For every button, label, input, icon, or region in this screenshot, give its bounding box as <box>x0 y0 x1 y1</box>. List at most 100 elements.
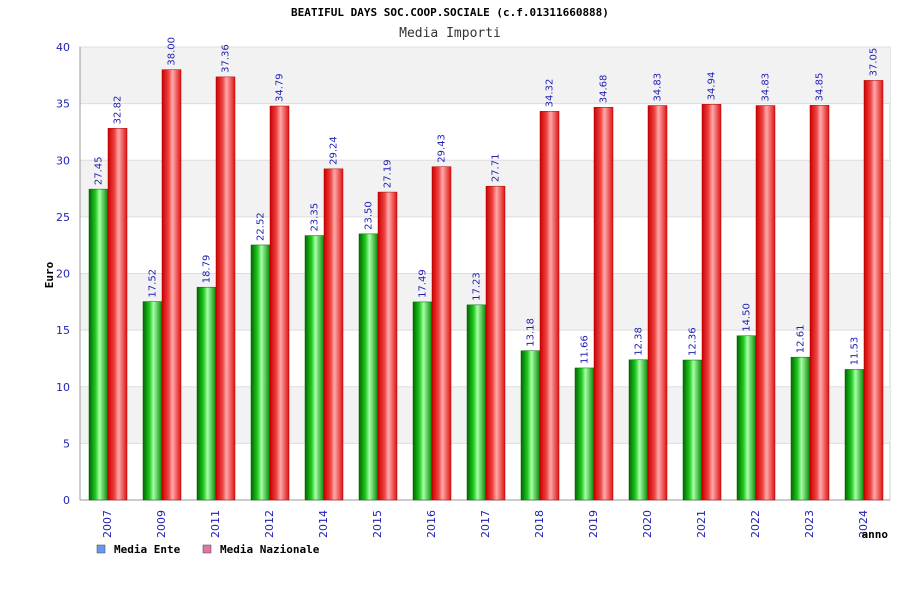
legend-swatch <box>96 544 106 554</box>
x-tick-label: 2009 <box>155 510 168 538</box>
y-tick-label: 5 <box>63 437 70 450</box>
x-tick-label: 2018 <box>533 510 546 538</box>
legend-label: Media Nazionale <box>220 543 320 556</box>
x-tick-label: 2019 <box>587 510 600 538</box>
bar-value-label: 34.85 <box>815 73 826 102</box>
x-tick-label: 2024 <box>857 510 870 538</box>
grid-band <box>80 47 890 104</box>
bar-media-nazionale <box>107 128 128 501</box>
bar-media-ente <box>196 286 217 501</box>
y-tick-label: 10 <box>56 381 70 394</box>
bar-media-nazionale <box>593 106 614 501</box>
y-tick-label: 40 <box>56 41 70 54</box>
bar-media-ente <box>250 244 271 501</box>
x-tick-label: 2014 <box>317 510 330 538</box>
y-tick-label: 0 <box>63 494 70 507</box>
legend-label: Media Ente <box>114 543 181 556</box>
y-tick-label: 20 <box>56 268 70 281</box>
x-axis-label: anno <box>862 528 889 541</box>
bar-media-nazionale <box>485 185 506 501</box>
bar-value-label: 12.38 <box>634 327 645 356</box>
y-tick-label: 25 <box>56 211 70 224</box>
x-tick-label: 2011 <box>209 510 222 538</box>
bar-media-nazionale <box>863 80 884 501</box>
bar-media-nazionale <box>215 76 236 501</box>
chart-subtitle: Media Importi <box>399 26 501 41</box>
x-tick-label: 2012 <box>263 510 276 538</box>
bar-value-label: 23.50 <box>364 201 375 230</box>
legend: Media Ente Media Nazionale <box>96 543 320 556</box>
bar-media-ente <box>574 367 595 501</box>
bar-media-ente <box>736 335 757 501</box>
x-tick-label: 2017 <box>479 510 492 538</box>
y-tick-label: 30 <box>56 154 70 167</box>
y-tick-label: 35 <box>56 98 70 111</box>
bar-media-ente <box>628 359 649 501</box>
bar-value-label: 34.68 <box>599 75 610 104</box>
bar-media-ente <box>412 301 433 501</box>
bar-media-nazionale <box>323 168 344 501</box>
bar-value-label: 14.50 <box>742 303 753 332</box>
bar-value-label: 32.82 <box>113 96 124 125</box>
x-tick-label: 2022 <box>749 510 762 538</box>
bar-media-nazionale <box>431 166 452 501</box>
bar-media-nazionale <box>809 105 830 501</box>
bar-value-label: 17.23 <box>472 272 483 301</box>
bar-media-nazionale <box>161 69 182 501</box>
bar-media-nazionale <box>539 111 560 501</box>
bar-value-label: 34.79 <box>275 73 286 102</box>
bar-value-label: 11.53 <box>850 337 861 366</box>
bar-value-label: 12.61 <box>796 325 807 354</box>
bar-value-label: 13.18 <box>526 318 537 347</box>
bar-value-label: 34.94 <box>707 72 718 101</box>
bar-value-label: 17.52 <box>148 269 159 298</box>
bar-value-label: 37.36 <box>221 44 232 73</box>
bar-media-ente <box>142 301 163 501</box>
x-tick-label: 2023 <box>803 510 816 538</box>
bar-media-ente <box>304 235 325 501</box>
bar-value-label: 11.66 <box>580 335 591 364</box>
bar-value-label: 18.79 <box>202 255 213 284</box>
bar-value-label: 23.35 <box>310 203 321 232</box>
bar-media-ente <box>844 369 865 501</box>
bar-value-label: 34.83 <box>761 73 772 102</box>
grid-band <box>80 160 890 217</box>
x-axis-ticks: 2007 2009 2011 2012 2014 2015 2016 2017 2018 2019… <box>101 510 870 538</box>
bar-media-ente <box>466 304 487 501</box>
x-tick-label: 2020 <box>641 510 654 538</box>
bar-value-label: 34.83 <box>653 73 664 102</box>
legend-swatch <box>202 544 212 554</box>
bar-value-label: 27.71 <box>491 154 502 183</box>
bar-value-label: 22.52 <box>256 212 267 241</box>
bar-value-label: 12.36 <box>688 327 699 356</box>
y-tick-label: 15 <box>56 324 70 337</box>
bar-media-nazionale <box>647 105 668 501</box>
chart-title: BEATIFUL DAYS SOC.COOP.SOCIALE (c.f.0131… <box>291 6 609 19</box>
bar-media-ente <box>682 359 703 501</box>
x-tick-label: 2015 <box>371 510 384 538</box>
bar-value-label: 34.32 <box>545 79 556 108</box>
bar-value-label: 17.49 <box>418 269 429 298</box>
x-tick-label: 2021 <box>695 510 708 538</box>
bar-media-nazionale <box>377 191 398 501</box>
bar-media-ente <box>520 350 541 501</box>
bar-value-label: 37.05 <box>869 48 880 77</box>
bar-value-label: 27.45 <box>94 156 105 185</box>
x-tick-label: 2007 <box>101 510 114 538</box>
bar-media-ente <box>358 233 379 501</box>
bar-media-ente <box>88 188 109 501</box>
bar-value-label: 29.24 <box>329 136 340 165</box>
bar-labels: 27.45 32.82 17.52 38.00 18.79 37.36 22.52 34.79… <box>94 37 880 365</box>
bar-value-label: 29.43 <box>437 134 448 163</box>
y-axis-label: Euro <box>43 261 56 288</box>
bar-media-nazionale <box>755 105 776 501</box>
bars <box>88 69 884 501</box>
bar-media-nazionale <box>701 104 722 501</box>
bar-media-ente <box>790 356 811 501</box>
bar-media-nazionale <box>269 105 290 501</box>
bar-value-label: 38.00 <box>167 37 178 66</box>
y-axis-ticks: 0 5 10 15 20 25 30 35 40 <box>56 41 70 507</box>
bar-value-label: 27.19 <box>383 159 394 188</box>
x-tick-label: 2016 <box>425 510 438 538</box>
